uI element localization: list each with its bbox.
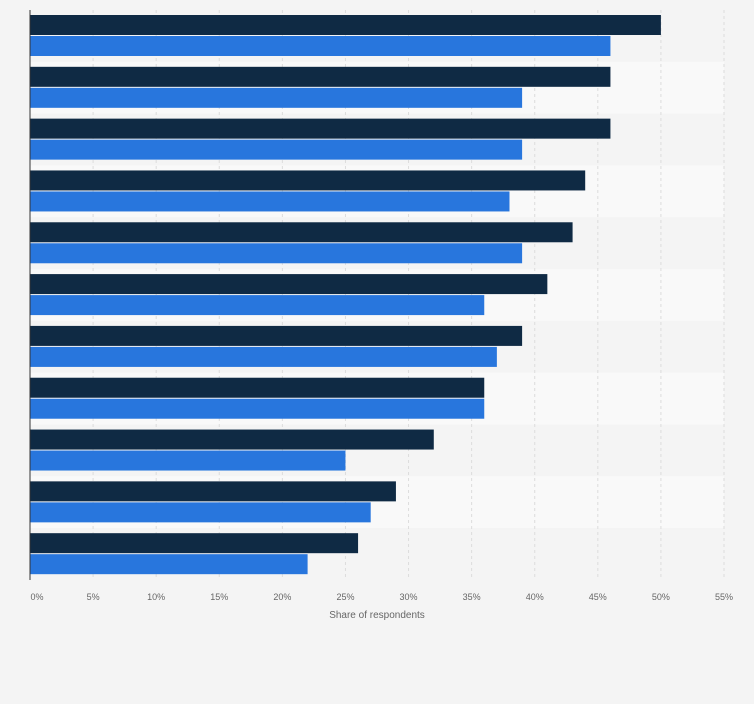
x-axis-label: Share of respondents <box>329 610 425 621</box>
bar-series-1[interactable] <box>30 15 661 35</box>
x-tick-label: 55% <box>715 592 733 602</box>
x-tick-label: 15% <box>210 592 228 602</box>
bar-series-2[interactable] <box>30 191 510 212</box>
bar-series-1[interactable] <box>30 429 434 450</box>
bar-series-1[interactable] <box>30 118 611 139</box>
bar-series-1[interactable] <box>30 481 396 502</box>
bar-series-1[interactable] <box>30 170 586 191</box>
x-tick-label: 45% <box>589 592 607 602</box>
bar-series-2[interactable] <box>30 450 346 471</box>
x-tick-label: 30% <box>400 592 418 602</box>
bar-series-2[interactable] <box>30 295 485 316</box>
bar-series-1[interactable] <box>30 274 548 295</box>
x-tick-label: 35% <box>463 592 481 602</box>
bar-series-1[interactable] <box>30 66 611 87</box>
bar-series-2[interactable] <box>30 554 308 575</box>
bar-series-2[interactable] <box>30 87 523 108</box>
x-tick-label: 40% <box>526 592 544 602</box>
bars <box>30 15 661 575</box>
bar-series-2[interactable] <box>30 139 523 160</box>
bar-series-1[interactable] <box>30 377 485 398</box>
x-tick-label: 10% <box>147 592 165 602</box>
x-tick-label: 5% <box>87 592 100 602</box>
x-tick-label: 25% <box>336 592 354 602</box>
bar-series-1[interactable] <box>30 325 523 346</box>
bar-series-2[interactable] <box>30 502 371 523</box>
bar-series-2[interactable] <box>30 346 497 367</box>
bar-series-2[interactable] <box>30 243 523 264</box>
axis: 0% 5% 10% 15% 20% 25% 30% 35% 40% 45% 50% 55% <box>29 10 733 602</box>
x-tick-label: 0% <box>30 592 43 602</box>
bar-series-1[interactable] <box>30 222 573 243</box>
bar-series-1[interactable] <box>30 533 359 554</box>
x-tick-label: 20% <box>273 592 291 602</box>
x-tick-label: 50% <box>652 592 670 602</box>
bar-series-2[interactable] <box>30 36 611 56</box>
bar-series-2[interactable] <box>30 398 485 419</box>
